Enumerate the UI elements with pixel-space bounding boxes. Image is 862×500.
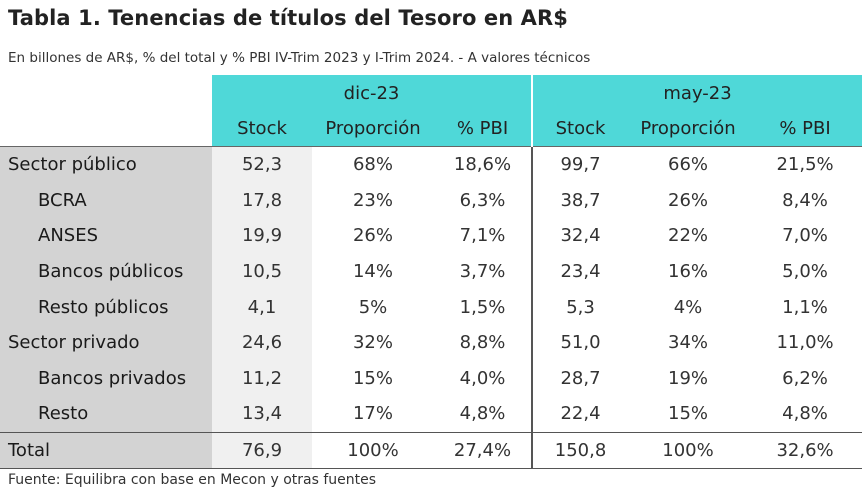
- table-cell: 17%: [352, 403, 393, 425]
- table-row: Bancos públicos 10,5 14% 3,7% 23,4 16% 5,0%: [0, 253, 862, 290]
- table-cell: 51,0: [531, 324, 629, 361]
- row-label: ANSES: [0, 218, 212, 254]
- row-label: Resto: [0, 396, 212, 433]
- table-cell: 34%: [668, 332, 709, 354]
- table-cell: 5,0%: [782, 261, 828, 283]
- table-cell: 1,1%: [782, 296, 828, 318]
- holdings-table: dic-23 may-23 Stock Proporción % PBI Sto…: [0, 75, 862, 470]
- table-cell: 1,5%: [459, 296, 506, 318]
- table-cell: 38,7: [531, 182, 629, 219]
- table-cell: 11,2: [212, 360, 312, 397]
- table-cell: 7,1%: [459, 225, 506, 247]
- row-label: Total: [0, 431, 212, 470]
- table-cell: 66%: [628, 145, 749, 183]
- table-cell: 8,8%: [459, 332, 506, 354]
- row-label: Sector público: [0, 145, 212, 183]
- table-subtitle: En billones de AR$, % del total y % PBI …: [8, 50, 591, 66]
- row-label: BCRA: [0, 182, 212, 219]
- table-cell: 4,0%: [459, 367, 506, 389]
- group-header-dic-23: dic-23: [212, 75, 533, 111]
- column-header: Proporción: [312, 111, 434, 147]
- table-row: Bancos privados 11,2 15% 4,0% 28,7 19% 6,2%: [0, 360, 862, 397]
- table-cell: 4,1: [212, 289, 312, 325]
- table-cell: 3,7%: [459, 261, 506, 283]
- table-cell: 68%: [312, 145, 434, 183]
- table-cell: 21,5%: [748, 145, 862, 183]
- table-cell: 22%: [668, 225, 709, 247]
- table-cell: 11,0%: [776, 332, 834, 354]
- table-cell: 19%: [668, 367, 709, 389]
- table-cell: 27,4%: [434, 431, 533, 470]
- source-footer: Fuente: Equilibra con base en Mecon y ot…: [8, 472, 377, 488]
- table-cell: 28,7: [531, 360, 629, 397]
- table-cell: 17,8: [212, 182, 312, 219]
- table-cell: 10,5: [212, 253, 312, 290]
- table-cell: 4,8%: [782, 403, 828, 425]
- row-label: Resto públicos: [0, 289, 212, 325]
- table-cell: 26%: [668, 189, 709, 211]
- column-header: Stock: [531, 111, 629, 147]
- table-row: ANSES 19,9 26% 7,1% 32,4 22% 7,0%: [0, 218, 862, 254]
- row-label: Sector privado: [0, 324, 212, 361]
- group-header-may-23: may-23: [531, 75, 862, 111]
- table-cell: 4,8%: [459, 403, 506, 425]
- table-row: Resto públicos 4,1 5% 1,5% 5,3 4% 1,1%: [0, 289, 862, 325]
- table-cell: 14%: [352, 261, 393, 283]
- table-cell: 15%: [352, 367, 393, 389]
- table-row: BCRA 17,8 23% 6,3% 38,7 26% 8,4%: [0, 182, 862, 219]
- table-body: Sector público 52,3 68% 18,6% 99,7 66% 21,5% BC…: [0, 145, 862, 470]
- table-cell: 100%: [628, 431, 749, 470]
- table-row: Sector público 52,3 68% 18,6% 99,7 66% 21,5%: [0, 145, 862, 183]
- table-title: Tabla 1. Tenencias de títulos del Tesoro…: [8, 6, 569, 30]
- column-header: % PBI: [748, 111, 862, 147]
- table-cell: 23,4: [531, 253, 629, 290]
- header-corner-2: [0, 111, 212, 147]
- table-cell: 100%: [312, 431, 434, 470]
- header-corner: [0, 75, 212, 111]
- column-header: Proporción: [628, 111, 749, 147]
- table-cell: 22,4: [531, 396, 629, 433]
- table-cell: 23%: [352, 189, 393, 211]
- table-cell: 26%: [352, 225, 393, 247]
- column-header: % PBI: [434, 111, 533, 147]
- row-label: Bancos públicos: [0, 253, 212, 290]
- table-cell: 13,4: [212, 396, 312, 433]
- table-cell: 8,4%: [782, 189, 828, 211]
- table-cell: 150,8: [531, 431, 629, 470]
- table-cell: 18,6%: [434, 145, 533, 183]
- table-row: Sector privado 24,6 32% 8,8% 51,0 34% 11,0%: [0, 324, 862, 361]
- table-cell: 32%: [352, 332, 393, 354]
- table-cell: 15%: [668, 403, 709, 425]
- table-cell: 99,7: [531, 145, 629, 183]
- table-cell: 16%: [668, 261, 709, 283]
- table-cell: 24,6: [212, 324, 312, 361]
- table-cell: 5,3: [531, 289, 629, 325]
- row-label: Bancos privados: [0, 360, 212, 397]
- table-cell: 6,3%: [459, 189, 506, 211]
- table-cell: 32,6%: [748, 431, 862, 470]
- table-cell: 5%: [358, 296, 388, 318]
- column-header: Stock: [212, 111, 312, 147]
- table-cell: 52,3: [212, 145, 312, 183]
- table-row: Resto 13,4 17% 4,8% 22,4 15% 4,8%: [0, 396, 862, 433]
- table-row: Total 76,9 100% 27,4% 150,8 100% 32,6%: [0, 431, 862, 470]
- table-cell: 6,2%: [782, 367, 828, 389]
- table-cell: 4%: [673, 296, 703, 318]
- table-cell: 19,9: [212, 218, 312, 254]
- table-cell: 7,0%: [782, 225, 828, 247]
- table-cell: 32,4: [531, 218, 629, 254]
- table-cell: 76,9: [212, 431, 312, 470]
